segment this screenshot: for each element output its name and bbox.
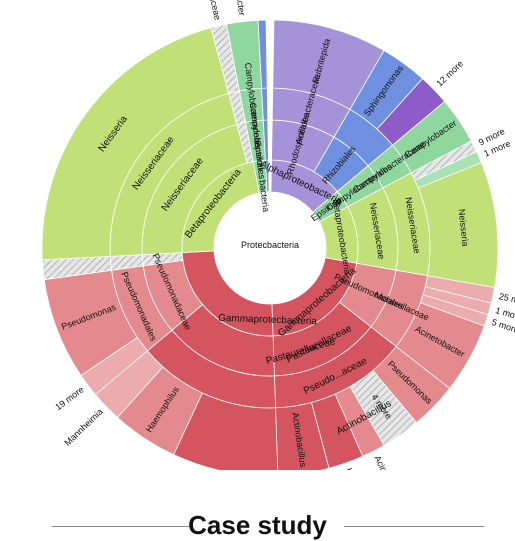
label-helicobacteraceae-0-25: Helicobacteraceae bbox=[196, 0, 223, 21]
footer-rule-left bbox=[52, 526, 192, 527]
label-12-more-1-18: 12 more bbox=[434, 58, 465, 88]
center-label: Protecbacteria bbox=[241, 240, 299, 250]
label-mannheimia-0-20: Mannheimia bbox=[62, 407, 104, 448]
segment-actinobacillus-1-31[interactable] bbox=[275, 402, 330, 470]
footer: Case study bbox=[0, 508, 515, 541]
footer-rule-right bbox=[344, 526, 484, 527]
label-5-more-1-25: 5 more bbox=[491, 317, 515, 335]
label-haemophilus-1-30: Haemophilus bbox=[344, 467, 371, 470]
label-19-more-0-21: 19 more bbox=[53, 384, 85, 412]
segment-segment-0-27[interactable] bbox=[257, 19, 268, 89]
label-neisseria-1-22: Neisseria bbox=[457, 208, 471, 246]
label-gammaprotecbacteria-0-0: Gammaprotecbacteria bbox=[218, 313, 318, 327]
footer-title: Case study bbox=[188, 510, 327, 540]
label-campylobacter-0-26: Campylobacter bbox=[230, 0, 247, 16]
label-acinetobacter-1-29: Acinetobacter bbox=[372, 454, 406, 470]
